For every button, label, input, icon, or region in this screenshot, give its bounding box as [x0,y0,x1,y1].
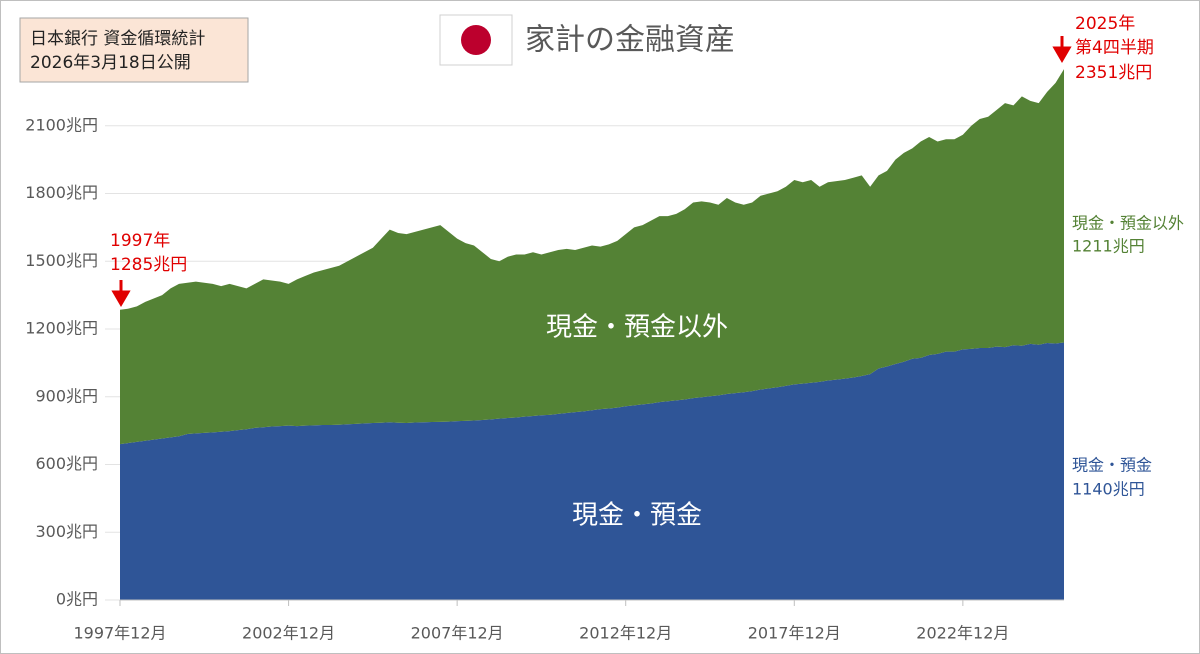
y-tick-label: 0兆円 [56,590,98,609]
y-tick-label: 600兆円 [35,454,98,473]
annotation: 2351兆円 [1075,63,1152,83]
y-tick-label: 2100兆円 [25,115,98,134]
y-tick-label: 900兆円 [35,386,98,405]
arrow [111,280,131,307]
area-label: 現金・預金以外 [546,313,728,343]
x-tick-label: 2022年12月 [916,624,1009,643]
annotation: 1285兆円 [110,255,187,275]
area-label: 現金・預金 [572,501,702,531]
series-label: 現金・預金以外 [1072,214,1184,233]
y-tick-label: 300兆円 [35,522,98,541]
area [120,342,1064,600]
y-tick-label: 1200兆円 [25,319,98,338]
x-tick-label: 1997年12月 [73,624,166,643]
x-tick-label: 2002年12月 [242,624,335,643]
source-date: 2026年3月18日公開 [30,53,191,73]
value-label: 1211兆円 [1072,237,1145,256]
source-box [19,17,249,83]
x-tick-label: 2017年12月 [748,624,841,643]
chart-title: 家計の金融資産 [525,23,735,58]
annotation: 第4四半期 [1075,38,1154,58]
x-tick-label: 2007年12月 [411,624,504,643]
arrow [1052,36,1072,63]
series-label: 現金・預金 [1072,456,1152,475]
y-tick-label: 1800兆円 [25,183,98,202]
value-label: 1140兆円 [1072,480,1145,499]
area [120,69,1064,445]
flag-sun [461,25,491,55]
source: 日本銀行 資金循環統計 [30,29,205,49]
annotation: 2025年 [1075,14,1135,34]
y-tick-label: 1500兆円 [25,251,98,270]
annotation: 1997年 [110,231,170,251]
x-tick-label: 2012年12月 [579,624,672,643]
